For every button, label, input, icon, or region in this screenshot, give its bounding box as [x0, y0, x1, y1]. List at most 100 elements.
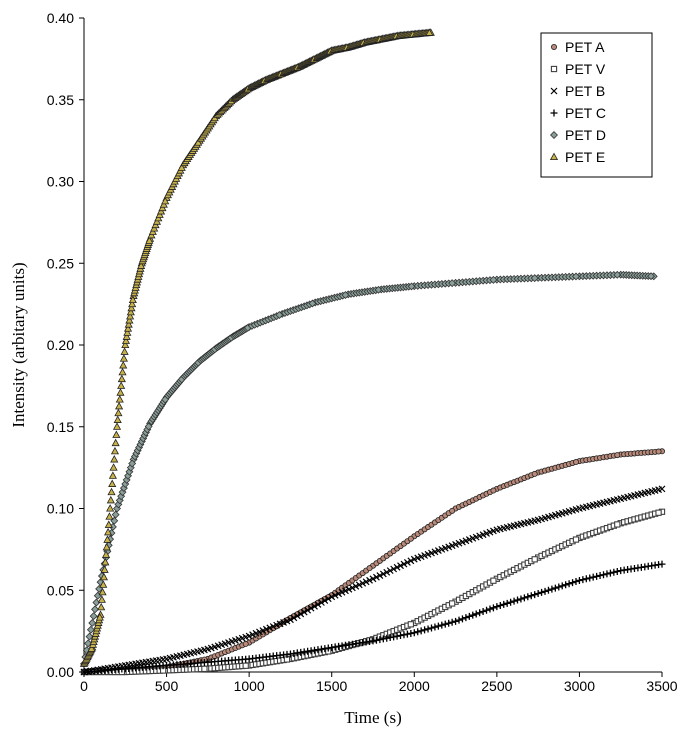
data-point-interpolated — [379, 570, 387, 578]
data-point — [575, 576, 583, 584]
y-tick-label: 0.20 — [47, 337, 74, 353]
data-point-interpolated — [324, 595, 332, 603]
data-point-interpolated — [531, 556, 538, 563]
data-point-interpolated — [293, 612, 301, 620]
data-point — [410, 629, 418, 637]
data-point-interpolated — [407, 282, 416, 291]
data-point-interpolated — [335, 590, 343, 598]
x-tick-label: 2500 — [481, 678, 512, 694]
x-tick-label: 1000 — [234, 678, 265, 694]
data-point-interpolated — [297, 610, 305, 618]
x-tick-label: 0 — [80, 678, 88, 694]
data-point-interpolated — [121, 336, 131, 344]
data-point-interpolated — [128, 299, 137, 308]
data-point-interpolated — [98, 587, 107, 596]
y-tick-label: 0.40 — [47, 10, 74, 26]
data-point-interpolated — [127, 303, 136, 312]
series-pet-d — [80, 270, 658, 668]
data-point-interpolated — [159, 662, 167, 670]
data-point-interpolated — [275, 311, 284, 319]
series-layer — [79, 28, 666, 676]
data-point-interpolated — [201, 665, 208, 673]
data-point-interpolated — [91, 605, 99, 614]
data-point-interpolated — [355, 581, 363, 589]
data-point-interpolated — [112, 430, 121, 438]
data-point-interpolated — [111, 510, 120, 519]
data-point-interpolated — [572, 578, 580, 586]
data-point-interpolated — [200, 646, 208, 654]
data-point-interpolated — [97, 595, 106, 603]
data-point-interpolated — [483, 606, 491, 614]
data-point — [452, 617, 460, 625]
data-point-interpolated — [530, 274, 539, 283]
data-point-interpolated — [304, 606, 312, 614]
data-point-interpolated — [520, 594, 528, 602]
data-point-interpolated — [110, 446, 120, 455]
data-point-interpolated — [128, 295, 137, 304]
data-point-interpolated — [314, 600, 322, 608]
data-point-interpolated — [524, 593, 532, 601]
data-point-interpolated — [489, 275, 498, 284]
data-point-interpolated — [122, 332, 131, 340]
y-tick-label: 0.05 — [47, 582, 74, 598]
data-point-interpolated — [527, 592, 535, 600]
data-point-interpolated — [558, 582, 566, 590]
data-point-interpolated — [589, 573, 597, 581]
data-point-interpolated — [159, 656, 167, 663]
data-point-interpolated — [603, 570, 611, 578]
data-point-interpolated — [572, 536, 580, 543]
legend-label: PET A — [565, 39, 605, 55]
data-point-interpolated — [386, 567, 394, 575]
data-point-interpolated — [476, 609, 484, 617]
data-point-interpolated — [111, 438, 120, 447]
data-point-interpolated — [407, 557, 415, 565]
data-point-interpolated — [606, 569, 614, 577]
legend-marker — [549, 152, 559, 160]
data-point-interpolated — [128, 459, 137, 468]
data-point-interpolated — [407, 621, 414, 628]
data-point-interpolated — [372, 636, 380, 644]
legend-marker — [550, 65, 558, 73]
data-point-interpolated — [290, 614, 298, 622]
data-point-interpolated — [317, 599, 325, 606]
data-point-interpolated — [119, 354, 128, 362]
data-point-interpolated — [362, 578, 370, 586]
data-point-interpolated — [613, 567, 621, 575]
data-point-interpolated — [101, 557, 110, 566]
data-point-interpolated — [562, 581, 570, 589]
legend-marker — [551, 44, 558, 51]
legend-box — [540, 32, 653, 178]
data-point-interpolated — [376, 636, 384, 644]
data-point-interpolated — [614, 521, 621, 528]
data-point-interpolated — [242, 633, 250, 641]
x-tick-label: 1500 — [316, 678, 347, 694]
data-point-interpolated — [300, 608, 308, 616]
data-point-interpolated — [572, 459, 579, 466]
data-point-interpolated — [366, 565, 373, 572]
data-point-interpolated — [655, 486, 662, 494]
data-point-interpolated — [242, 655, 250, 663]
data-point-interpolated — [390, 633, 398, 641]
data-point-interpolated — [400, 560, 408, 568]
data-point-interpolated — [517, 595, 525, 603]
data-point-interpolated — [95, 613, 104, 621]
data-point-interpolated — [390, 565, 398, 573]
data-point-interpolated — [393, 563, 401, 571]
data-point-interpolated — [479, 608, 487, 616]
y-tick-label: 0.00 — [47, 664, 74, 680]
data-point-interpolated — [114, 408, 123, 417]
data-point-interpolated — [397, 562, 404, 570]
data-point-interpolated — [465, 612, 473, 620]
data-point-interpolated — [400, 631, 408, 639]
data-point-interpolated — [500, 600, 508, 608]
data-point-interpolated — [421, 626, 429, 634]
data-point-interpolated — [177, 163, 186, 171]
data-point-interpolated — [434, 622, 442, 630]
data-point-interpolated — [87, 644, 96, 652]
legend-label: PET V — [565, 61, 606, 77]
data-point-interpolated — [425, 28, 434, 36]
data-point-interpolated — [490, 487, 497, 494]
data-point-interpolated — [345, 585, 353, 593]
legend-label: PET C — [565, 105, 606, 121]
data-point-interpolated — [548, 585, 556, 593]
